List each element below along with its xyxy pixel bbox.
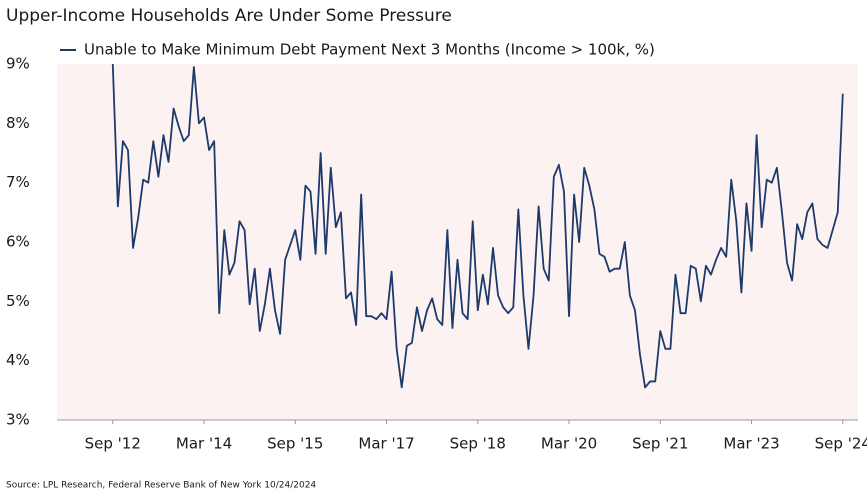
y-tick-label: 7%: [6, 173, 30, 191]
x-tick-label: Mar '20: [541, 435, 597, 453]
x-tick-label: Sep '24: [815, 435, 867, 453]
y-tick-label: 3%: [6, 411, 30, 429]
source-note: Source: LPL Research, Federal Reserve Ba…: [6, 481, 316, 491]
y-tick-label: 5%: [6, 292, 30, 310]
x-tick-label: Sep '21: [632, 435, 688, 453]
x-tick-label: Mar '14: [176, 435, 232, 453]
data-line: [111, 63, 844, 389]
y-tick-label: 8%: [6, 114, 30, 132]
x-tick-label: Mar '23: [723, 435, 779, 453]
legend-label: Unable to Make Minimum Debt Payment Next…: [84, 41, 655, 59]
x-tick-label: Mar '17: [358, 435, 414, 453]
y-tick-label: 9%: [6, 55, 30, 73]
chart-title: Upper-Income Households Are Under Some P…: [6, 6, 452, 26]
y-tick-label: 6%: [6, 233, 30, 251]
y-tick-label: 4%: [6, 351, 30, 369]
x-tick-label: Sep '18: [450, 435, 506, 453]
x-tick-label: Sep '12: [85, 435, 141, 453]
x-tick-label: Sep '15: [267, 435, 323, 453]
